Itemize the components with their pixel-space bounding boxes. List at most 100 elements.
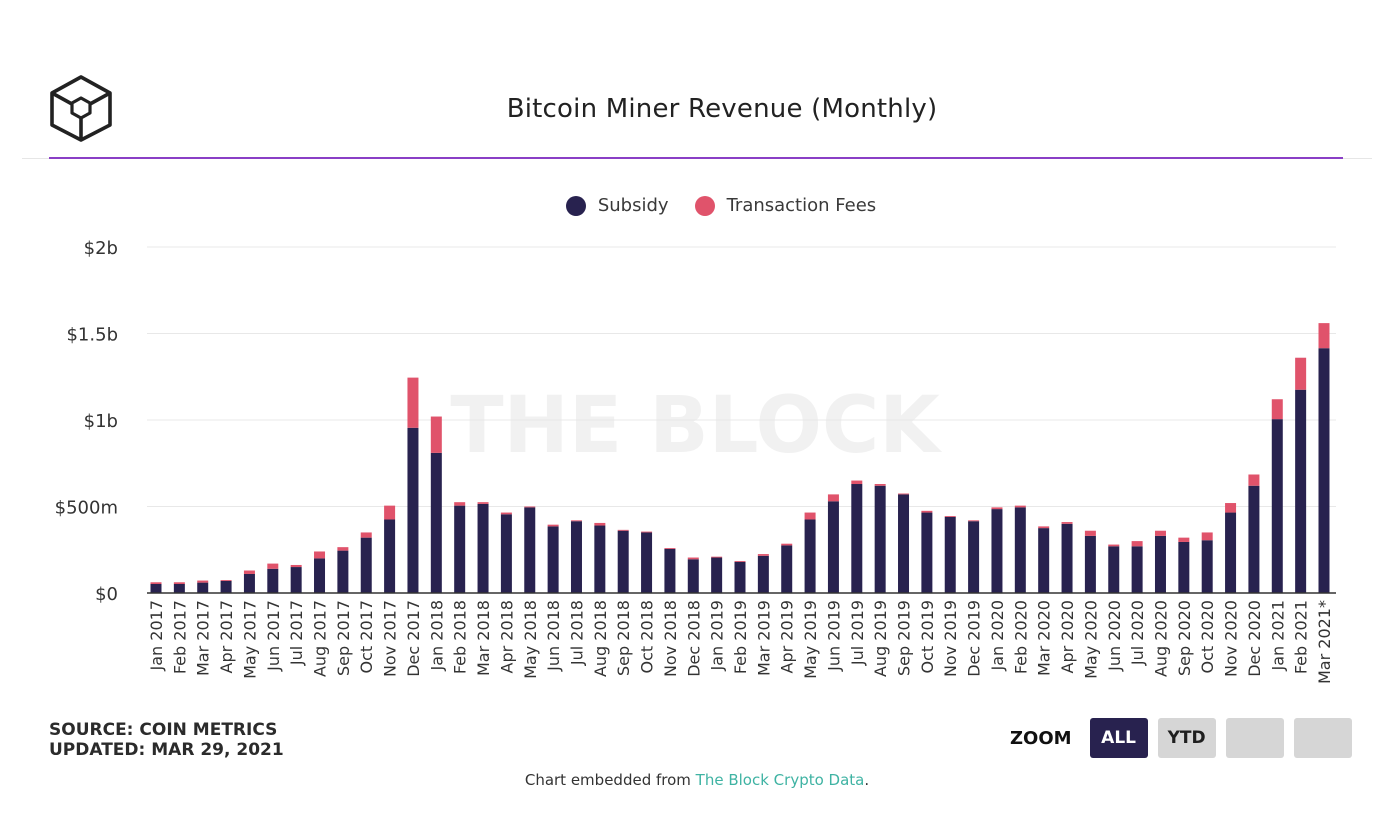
zoom-controls: ZOOM ALL YTD: [1010, 718, 1352, 758]
x-tick-label: Jul 2017: [287, 600, 306, 666]
bar-fees: [243, 570, 255, 574]
legend-item-subsidy[interactable]: Subsidy: [565, 195, 669, 216]
bar-subsidy: [267, 568, 279, 593]
x-tick-label: Feb 2017: [170, 600, 189, 674]
bar-subsidy: [641, 532, 653, 593]
bar-subsidy: [1108, 546, 1120, 593]
embed-footer: Chart embedded from The Block Crypto Dat…: [0, 771, 1394, 789]
zoom-ytd-button[interactable]: YTD: [1157, 718, 1216, 758]
bar-fees: [968, 520, 980, 522]
bar-subsidy: [337, 550, 349, 593]
y-tick-label: $1b: [84, 411, 118, 432]
zoom-blank-button-2[interactable]: [1293, 718, 1352, 758]
bar-subsidy: [711, 557, 723, 593]
x-tick-label: Feb 2020: [1011, 600, 1030, 674]
the-block-data-link[interactable]: The Block Crypto Data: [695, 771, 865, 789]
bar-fees: [1014, 505, 1026, 508]
bar-subsidy: [1318, 348, 1330, 593]
bar-subsidy: [898, 494, 910, 593]
bar-subsidy: [851, 484, 863, 593]
bar-subsidy: [781, 545, 793, 593]
x-tick-label: Mar 2018: [474, 600, 493, 676]
x-tick-label: Jun 2018: [544, 600, 563, 672]
bar-fees: [150, 582, 162, 585]
x-tick-label: Mar 2020: [1035, 600, 1054, 676]
x-tick-label: May 2020: [1081, 600, 1100, 679]
bar-subsidy: [243, 573, 255, 593]
x-tick-label: Sep 2020: [1175, 600, 1194, 676]
x-tick-label: Nov 2018: [661, 600, 680, 677]
bar-fees: [220, 580, 232, 581]
bar-subsidy: [594, 525, 606, 593]
bar-subsidy: [1061, 523, 1073, 593]
x-tick-label: Aug 2018: [591, 600, 610, 677]
legend-item-fees[interactable]: Transaction Fees: [694, 195, 876, 216]
bar-fees: [477, 502, 489, 504]
x-tick-label: Nov 2020: [1222, 600, 1241, 677]
bar-subsidy: [197, 582, 209, 593]
bar-subsidy: [1038, 528, 1050, 593]
x-tick-label: May 2019: [801, 600, 820, 679]
x-tick-label: Dec 2020: [1245, 600, 1264, 677]
bar-fees: [454, 502, 466, 506]
bar-subsidy: [407, 427, 419, 593]
bar-fees: [1271, 399, 1283, 420]
the-block-logo-icon[interactable]: [48, 74, 114, 142]
bar-fees: [1295, 357, 1307, 390]
bar-fees: [1084, 530, 1096, 536]
x-tick-label: Jan 2017: [147, 600, 166, 671]
bar-subsidy: [1271, 419, 1283, 593]
bar-fees: [290, 564, 302, 568]
bar-subsidy: [1295, 389, 1307, 593]
bar-fees: [1061, 522, 1073, 524]
bar-subsidy: [1225, 512, 1237, 593]
bar-subsidy: [454, 505, 466, 593]
bar-fees: [687, 557, 699, 560]
x-tick-label: Apr 2020: [1058, 600, 1077, 673]
bar-fees: [827, 494, 839, 502]
bar-fees: [360, 532, 372, 538]
bar-fees: [781, 543, 793, 546]
bar-fees: [197, 580, 209, 583]
bar-fees: [874, 484, 886, 486]
x-tick-label: Jan 2020: [988, 600, 1007, 671]
bar-fees: [664, 548, 676, 549]
zoom-label: ZOOM: [1010, 727, 1072, 749]
bar-subsidy: [687, 559, 699, 593]
bar-fees: [921, 510, 933, 513]
x-tick-label: Dec 2018: [684, 600, 703, 677]
bar-fees: [384, 505, 396, 520]
bar-fees: [641, 531, 653, 533]
x-tick-label: Sep 2019: [895, 600, 914, 676]
zoom-blank-button-1[interactable]: [1225, 718, 1284, 758]
x-tick-label: Oct 2019: [918, 600, 937, 673]
bar-fees: [757, 554, 769, 556]
bar-subsidy: [500, 514, 512, 593]
y-tick-label: $2b: [84, 238, 118, 259]
bar-fees: [1108, 544, 1120, 547]
x-tick-label: Jul 2019: [848, 600, 867, 666]
x-tick-label: Aug 2019: [871, 600, 890, 677]
bar-subsidy: [1248, 485, 1260, 593]
bar-fees: [804, 512, 816, 520]
bar-fees: [1154, 530, 1166, 536]
legend-label-subsidy: Subsidy: [597, 195, 669, 216]
x-tick-label: Jan 2021: [1268, 600, 1287, 671]
x-tick-label: Feb 2021: [1292, 600, 1311, 674]
bar-subsidy: [921, 512, 933, 593]
bar-subsidy: [384, 519, 396, 593]
bar-subsidy: [430, 452, 442, 593]
updated-line: UPDATED: MAR 29, 2021: [49, 740, 284, 760]
y-tick-label: $0: [95, 584, 118, 605]
bar-subsidy: [1084, 535, 1096, 593]
bar-subsidy: [1178, 541, 1190, 593]
x-tick-label: Feb 2019: [731, 600, 750, 674]
chart-title: Bitcoin Miner Revenue (Monthly): [506, 94, 938, 124]
bar-subsidy: [1201, 540, 1213, 593]
x-tick-label: May 2018: [521, 600, 540, 679]
bar-fees: [314, 551, 326, 559]
zoom-all-button[interactable]: ALL: [1089, 718, 1148, 758]
x-tick-label: Jul 2018: [567, 600, 586, 666]
bar-subsidy: [757, 555, 769, 593]
x-tick-label: Sep 2017: [334, 600, 353, 676]
